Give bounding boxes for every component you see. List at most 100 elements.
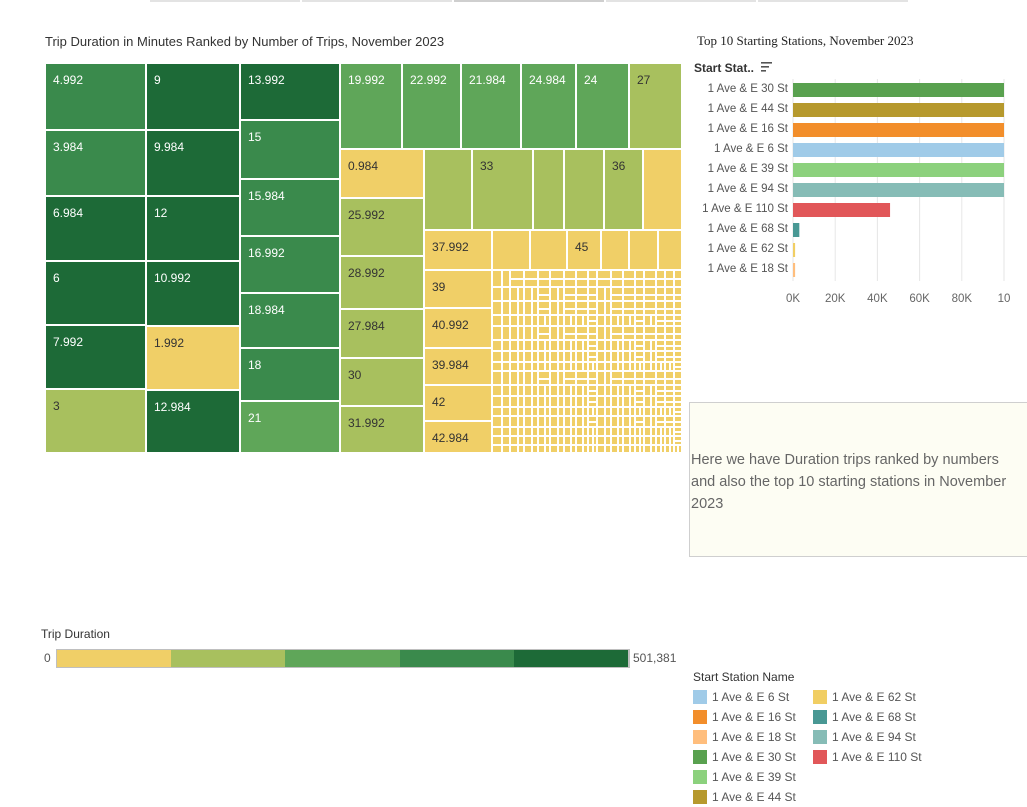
treemap-cell[interactable]: [644, 371, 656, 379]
treemap-cell[interactable]: [510, 279, 524, 287]
treemap-cell[interactable]: 9: [146, 63, 240, 130]
treemap-cell[interactable]: [588, 371, 597, 379]
treemap-cell[interactable]: [492, 230, 530, 270]
treemap-cell[interactable]: [674, 295, 682, 301]
treemap-cell[interactable]: [576, 279, 588, 287]
treemap-cell[interactable]: [665, 321, 674, 326]
treemap-cell[interactable]: [524, 279, 538, 287]
treemap-cell[interactable]: [576, 371, 588, 379]
treemap-cell[interactable]: [588, 279, 597, 287]
treemap-cell[interactable]: [558, 351, 564, 362]
treemap-cell[interactable]: [640, 445, 644, 453]
treemap-cell[interactable]: [656, 295, 665, 301]
treemap-cell[interactable]: [665, 379, 674, 385]
treemap-cell[interactable]: [635, 427, 640, 436]
treemap-cell[interactable]: [593, 445, 597, 453]
treemap-cell[interactable]: [538, 287, 550, 295]
treemap-cell[interactable]: [651, 436, 656, 445]
treemap-cell[interactable]: [611, 279, 623, 287]
treemap-cell[interactable]: [532, 445, 538, 453]
treemap-cell[interactable]: [502, 315, 510, 326]
treemap-cell[interactable]: [623, 351, 630, 362]
treemap-cell[interactable]: [518, 445, 524, 453]
treemap-cell[interactable]: [571, 396, 576, 407]
treemap-cell[interactable]: [629, 230, 658, 270]
treemap-cell[interactable]: [524, 416, 532, 427]
treemap-cell[interactable]: [538, 362, 545, 371]
treemap-cell[interactable]: [635, 315, 644, 321]
treemap-cell[interactable]: [661, 427, 665, 436]
treemap-cell[interactable]: [588, 357, 597, 362]
treemap-cell[interactable]: [611, 407, 618, 416]
treemap-cell[interactable]: [583, 416, 588, 427]
treemap-cell[interactable]: [597, 340, 605, 351]
treemap-cell[interactable]: [588, 301, 597, 309]
treemap-cell[interactable]: [661, 445, 665, 453]
treemap-cell[interactable]: [674, 334, 682, 340]
treemap-cell[interactable]: [564, 340, 571, 351]
treemap-cell[interactable]: 9.984: [146, 130, 240, 196]
treemap-cell[interactable]: [550, 371, 558, 385]
bar[interactable]: [793, 123, 1004, 137]
treemap-cell[interactable]: [635, 340, 644, 346]
treemap-cell[interactable]: [623, 287, 635, 295]
treemap-cell[interactable]: [492, 270, 502, 287]
treemap-cell[interactable]: [564, 149, 604, 230]
treemap-cell[interactable]: [502, 427, 510, 436]
bar[interactable]: [793, 83, 1004, 97]
treemap-cell[interactable]: [558, 362, 564, 371]
treemap-cell[interactable]: [524, 326, 532, 340]
treemap-cell[interactable]: [644, 287, 656, 295]
treemap-cell[interactable]: [583, 315, 588, 326]
treemap-cell[interactable]: [656, 385, 665, 391]
treemap-cell[interactable]: [524, 351, 532, 362]
treemap-cell[interactable]: [661, 436, 665, 445]
treemap-cell[interactable]: [492, 340, 502, 351]
treemap-cell[interactable]: [524, 362, 532, 371]
treemap-cell[interactable]: 18.984: [240, 293, 340, 348]
treemap-cell[interactable]: [623, 385, 630, 396]
treemap-cell[interactable]: [597, 396, 605, 407]
treemap-cell[interactable]: [674, 301, 682, 309]
bar[interactable]: [793, 143, 1004, 157]
treemap-cell[interactable]: [597, 270, 611, 279]
treemap-cell[interactable]: [651, 427, 656, 436]
treemap-cell[interactable]: [564, 427, 571, 436]
treemap-cell[interactable]: [597, 385, 605, 396]
treemap-cell[interactable]: [576, 436, 583, 445]
treemap-cell[interactable]: [651, 315, 656, 326]
treemap-cell[interactable]: [558, 427, 564, 436]
treemap-cell[interactable]: [545, 416, 550, 427]
treemap-cell[interactable]: [635, 436, 640, 445]
treemap-cell[interactable]: [576, 326, 588, 334]
treemap-cell[interactable]: [564, 334, 576, 340]
treemap-cell[interactable]: [656, 315, 665, 321]
treemap-cell[interactable]: [618, 362, 623, 371]
treemap-cell[interactable]: [597, 301, 605, 315]
treemap-cell[interactable]: [538, 279, 550, 287]
treemap-cell[interactable]: [576, 407, 583, 416]
treemap-cell[interactable]: [558, 340, 564, 351]
treemap-cell[interactable]: [510, 416, 518, 427]
treemap-cell[interactable]: [623, 407, 630, 416]
treemap-cell[interactable]: [550, 270, 564, 279]
treemap-cell[interactable]: [644, 270, 656, 279]
treemap-cell[interactable]: [623, 445, 630, 453]
treemap-cell[interactable]: [644, 385, 651, 396]
treemap-cell[interactable]: [550, 362, 558, 371]
treemap-cell[interactable]: [656, 402, 665, 407]
treemap-cell[interactable]: [674, 279, 682, 287]
treemap-cell[interactable]: [611, 427, 618, 436]
treemap-cell[interactable]: [597, 407, 605, 416]
treemap-cell[interactable]: [623, 340, 630, 351]
legend-item[interactable]: 1 Ave & E 94 St: [813, 730, 943, 744]
treemap-cell[interactable]: [492, 301, 502, 315]
treemap-cell[interactable]: [538, 351, 545, 362]
treemap-cell[interactable]: [583, 351, 588, 362]
treemap-cell[interactable]: [550, 385, 558, 396]
treemap-cell[interactable]: 15.984: [240, 179, 340, 236]
treemap-cell[interactable]: [588, 295, 597, 301]
treemap-cell[interactable]: [538, 371, 550, 379]
treemap-cell[interactable]: [665, 427, 670, 436]
treemap-cell[interactable]: [588, 416, 597, 422]
